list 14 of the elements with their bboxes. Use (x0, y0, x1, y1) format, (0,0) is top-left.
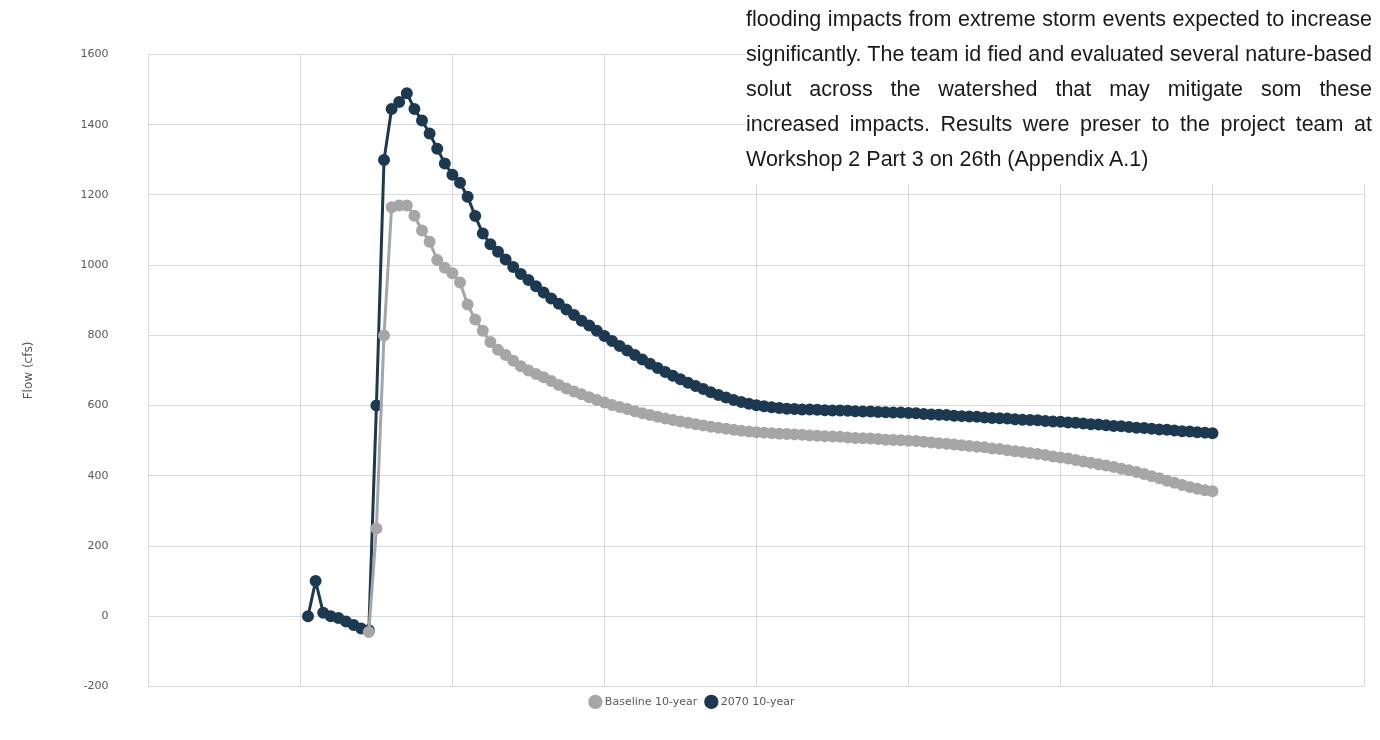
y-tick-label: 600 (87, 398, 109, 412)
y-tick-label: 200 (87, 538, 109, 552)
y-tick-label: 1600 (80, 47, 109, 61)
y-tick-label: 1200 (80, 187, 109, 201)
y-tick-label: -200 (83, 679, 109, 693)
legend-label: Baseline 10-year (604, 694, 698, 708)
y-tick-label: 1000 (80, 258, 109, 272)
annotation: flooding impacts from extreme storm events expected to increase significantly. The team id fied and evaluated several nature-based solut across the watershed that may mitigate som these increased impacts. Results were preser to the project team at Workshop 2 Part 3 on 26th (Appendix A.1) (746, 2, 1372, 185)
y-tick-label: 400 (87, 468, 109, 482)
y-axis-title: Flow (cfs) (21, 341, 36, 400)
y-tick-label: 0 (101, 609, 109, 623)
y-tick-label: 800 (87, 328, 109, 342)
y-tick-label: 1400 (80, 117, 109, 131)
legend-label: 2070 10-year (720, 694, 796, 708)
